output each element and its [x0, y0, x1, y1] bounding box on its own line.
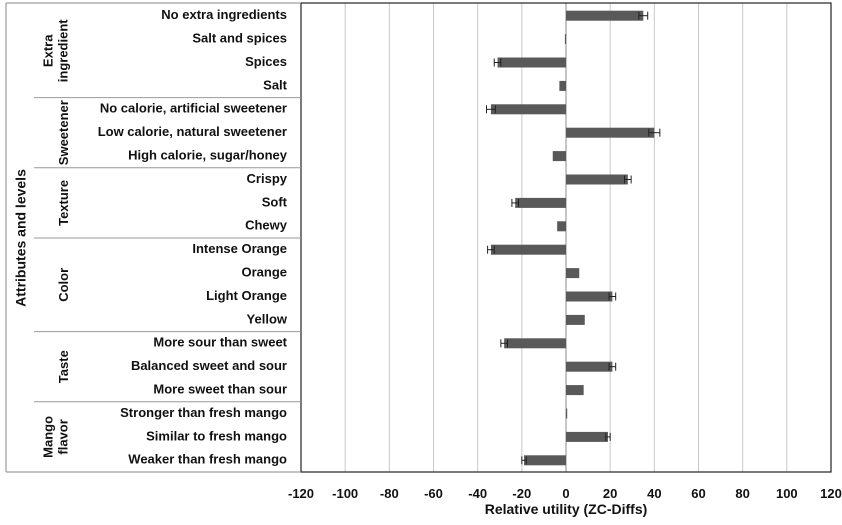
- x-tick-label: -100: [332, 486, 358, 501]
- bar: [566, 127, 655, 138]
- level-labels: No extra ingredients Salt and spices Spice…: [98, 7, 288, 467]
- bar: [566, 291, 613, 302]
- level-label: Soft: [262, 194, 288, 209]
- bar: [515, 197, 566, 208]
- bar: [490, 104, 566, 115]
- level-label: More sour than sweet: [153, 335, 287, 350]
- x-tick-label: 100: [776, 486, 798, 501]
- level-label: Salt and spices: [192, 31, 287, 46]
- group-label-line: Mango: [41, 416, 56, 458]
- bar: [557, 221, 566, 232]
- level-label: Salt: [263, 77, 288, 92]
- level-label: More sweet than sour: [153, 382, 287, 397]
- level-label: Spices: [245, 54, 287, 69]
- level-label: No calorie, artificial sweetener: [100, 101, 287, 116]
- bar: [566, 174, 628, 185]
- level-label: No extra ingredients: [161, 7, 287, 22]
- bar: [566, 361, 613, 372]
- level-label: Balanced sweet and sour: [131, 358, 287, 373]
- level-label: High calorie, sugar/honey: [128, 148, 288, 163]
- level-label: Crispy: [247, 171, 288, 186]
- group-label-line: Color: [56, 268, 71, 302]
- bar: [524, 455, 566, 466]
- x-tick-label: 60: [691, 486, 705, 501]
- group-label-line: ingredient: [56, 19, 71, 83]
- bar: [504, 338, 566, 349]
- group-label: Sweetener: [56, 100, 71, 165]
- level-label: Similar to fresh mango: [146, 428, 287, 443]
- group-label-line: Extra: [41, 34, 56, 67]
- level-label: Chewy: [245, 218, 288, 233]
- level-label: Light Orange: [206, 288, 287, 303]
- x-tick-label: -60: [424, 486, 443, 501]
- bar: [564, 34, 567, 45]
- level-label: Stronger than fresh mango: [120, 405, 287, 420]
- group-label: Mangoflavor: [41, 416, 71, 458]
- level-label: Yellow: [247, 311, 288, 326]
- bar: [566, 10, 644, 21]
- x-tick-label: -40: [468, 486, 487, 501]
- group-label: Texture: [56, 180, 71, 226]
- bar: [490, 244, 566, 255]
- group-label: Color: [56, 268, 71, 302]
- group-label: Extraingredient: [41, 19, 71, 83]
- bar: [566, 268, 580, 279]
- bar: [566, 431, 608, 442]
- bar: [566, 385, 584, 396]
- level-label: Orange: [241, 265, 287, 280]
- bar: [566, 314, 585, 325]
- group-label-line: flavor: [56, 419, 71, 454]
- bar: [552, 151, 566, 162]
- group-label-line: Sweetener: [56, 100, 71, 165]
- level-label: Weaker than fresh mango: [128, 452, 287, 467]
- x-tick-label: 20: [603, 486, 617, 501]
- gridlines: [344, 3, 788, 472]
- group-label-line: Taste: [56, 350, 71, 383]
- bar: [497, 57, 566, 68]
- level-label: Low calorie, natural sweetener: [98, 124, 287, 139]
- x-tick-label: -20: [512, 486, 531, 501]
- bar: [566, 408, 568, 419]
- group-label: Taste: [56, 350, 71, 383]
- x-tick-label: 0: [562, 486, 569, 501]
- group-labels: Extraingredient Sweetener Texture Color Tast…: [5, 2, 301, 473]
- x-axis-label: Relative utility (ZC-Diffs): [485, 501, 648, 517]
- level-label: Intense Orange: [192, 241, 287, 256]
- x-tick-label: 40: [647, 486, 661, 501]
- x-tick-label: -80: [380, 486, 399, 501]
- x-tick-label: 80: [735, 486, 749, 501]
- bar: [559, 80, 566, 91]
- x-tick-label: 120: [820, 486, 842, 501]
- y-axis-label: Attributes and levels: [13, 169, 29, 307]
- group-label-line: Texture: [56, 180, 71, 226]
- x-tick-labels: -120 -100 -80 -60 -40 -20 0 20 40 60 80 100 120: [288, 486, 842, 501]
- x-tick-label: -120: [288, 486, 314, 501]
